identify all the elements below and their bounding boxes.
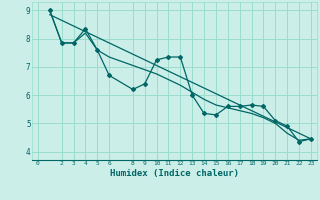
X-axis label: Humidex (Indice chaleur): Humidex (Indice chaleur) [110, 169, 239, 178]
